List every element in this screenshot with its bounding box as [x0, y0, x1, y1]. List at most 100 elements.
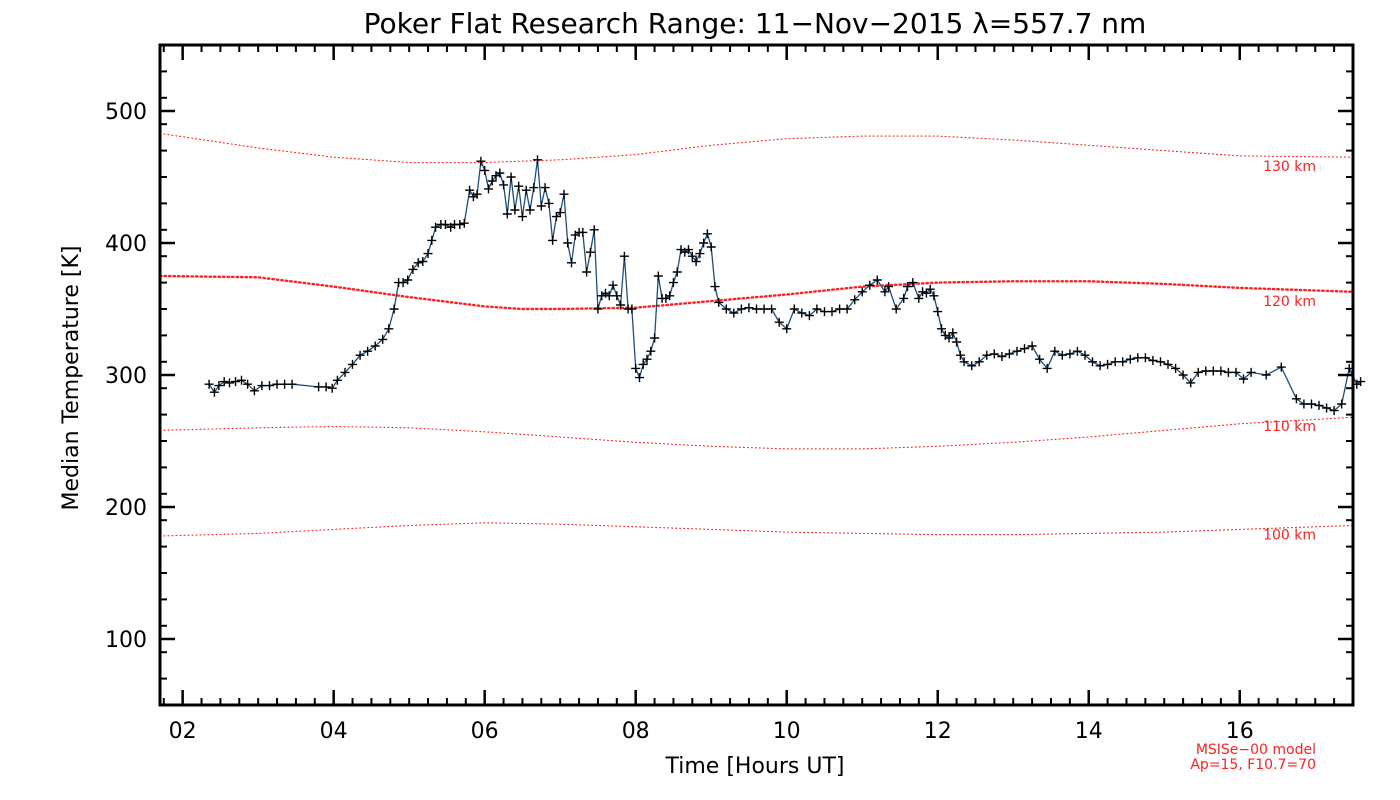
model-curve-110-km [159, 416, 1354, 450]
data-point [327, 383, 337, 393]
x-tick-label: 16 [1226, 719, 1254, 744]
chart-title: Poker Flat Research Range: 11−Nov−2015 λ… [364, 7, 1147, 40]
data-point [521, 185, 531, 195]
data-point [408, 264, 418, 274]
x-tick-label: 02 [169, 719, 197, 744]
data-point [1125, 354, 1135, 364]
data-point [650, 333, 660, 343]
data-point [827, 307, 837, 317]
data-point [627, 304, 637, 314]
data-point [1133, 353, 1143, 363]
data-point [459, 218, 469, 228]
data-point [204, 379, 214, 389]
data-point [384, 324, 394, 334]
data-point [608, 280, 618, 290]
data-point [914, 293, 924, 303]
x-tick-label: 04 [320, 719, 348, 744]
data-point [857, 287, 867, 297]
data-point [959, 357, 969, 367]
data-point [502, 209, 512, 219]
data-point [1261, 370, 1271, 380]
data-point [702, 229, 712, 239]
data-point [744, 303, 754, 313]
data-point [265, 381, 274, 391]
data-point [525, 205, 535, 215]
y-tick-label: 200 [105, 496, 147, 521]
data-point [465, 185, 475, 195]
data-point [1012, 346, 1022, 356]
data-point [487, 176, 497, 186]
data-point [1065, 349, 1075, 359]
data-point [1148, 356, 1158, 365]
data-point [1171, 363, 1181, 373]
model-label-100-km: 100 km [1263, 528, 1316, 544]
model-curve-100-km [159, 522, 1354, 537]
data-point [646, 346, 656, 356]
data-point [1337, 399, 1347, 409]
data-point [1156, 357, 1165, 367]
data-point [1178, 370, 1188, 380]
data-point [363, 346, 373, 356]
data-point [480, 165, 490, 175]
data-point [536, 201, 546, 211]
data-point [1291, 394, 1301, 404]
data-point [1223, 367, 1233, 377]
data-point [563, 238, 573, 248]
data-point [687, 251, 697, 261]
data-point [619, 251, 629, 261]
data-point [1276, 362, 1286, 372]
data-point [1118, 357, 1128, 367]
model-note-line2: Ap=15, F10.7=70 [1190, 757, 1316, 773]
x-tick-label: 10 [773, 719, 801, 744]
data-point [891, 304, 901, 314]
data-point [510, 205, 520, 215]
model-curves [158, 132, 1355, 537]
data-point [585, 247, 595, 257]
data-point [865, 280, 875, 290]
data-point [925, 284, 935, 294]
data-point [684, 245, 693, 255]
data-point [642, 354, 652, 364]
data-point [219, 377, 229, 387]
x-tick-label: 12 [924, 719, 952, 744]
data-point [706, 242, 716, 252]
data-point [455, 220, 465, 229]
data-point [665, 291, 675, 301]
plot-frame [158, 43, 1355, 707]
data-point [517, 212, 527, 222]
data-point [1035, 354, 1045, 364]
data-point [249, 386, 259, 396]
data-point [668, 278, 678, 288]
data-point [880, 287, 890, 297]
y-axis-label: Median Temperature [K] [59, 246, 84, 511]
data-point [1004, 349, 1014, 359]
data-point [578, 227, 588, 237]
data-point [804, 311, 814, 321]
data-point [782, 324, 792, 334]
data-point [548, 235, 558, 245]
data-point [710, 282, 720, 292]
data-point [612, 291, 622, 301]
data-point [752, 304, 761, 314]
data-point [1231, 367, 1241, 377]
data-point [767, 304, 777, 314]
data-point [582, 267, 592, 277]
data-point [850, 295, 860, 305]
data-point [1329, 406, 1339, 416]
data-point [948, 328, 958, 338]
x-tick-label: 14 [1075, 719, 1103, 744]
data-point [1057, 350, 1067, 360]
model-labels: 130 km 120 km 110 km 100 km [1263, 159, 1316, 543]
model-curve-120-km [158, 274, 1355, 311]
data-point [544, 198, 554, 208]
data-point [774, 317, 784, 327]
data-point [812, 304, 822, 314]
data-point [348, 359, 357, 369]
data-point [1080, 350, 1090, 360]
y-tick-label: 100 [105, 628, 147, 653]
y-tick-label: 500 [105, 100, 147, 125]
data-point [1208, 366, 1218, 376]
x-axis-label: Time [Hours UT] [665, 754, 845, 779]
data-point [1027, 341, 1037, 351]
